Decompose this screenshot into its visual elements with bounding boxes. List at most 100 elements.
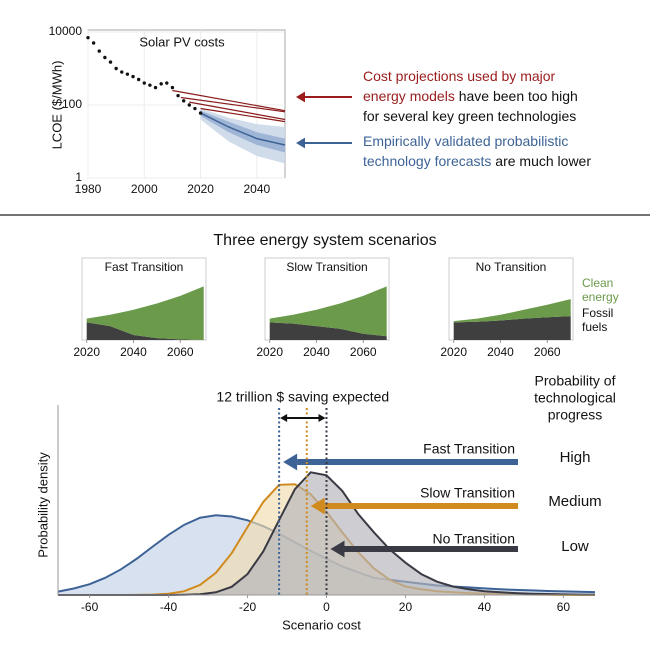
y-axis-label: LCOE ($/MWh) [49,61,64,150]
y-axis-label: Probability density [35,452,50,558]
history-point [193,106,197,111]
arrow-head [330,540,345,558]
x-tick-label: -20 [239,600,257,614]
x-tick-label: 0 [323,600,330,614]
history-point [136,77,141,82]
scenario-label: No Transition [433,531,515,547]
x-tick-label: 60 [557,600,571,614]
legend-entry: Clean energy [582,276,619,304]
annotation-segment: for several key green technologies [363,108,576,124]
history-point [187,103,192,107]
x-tick-label: 2000 [131,182,158,196]
panel-title: Fast Transition [105,260,184,274]
x-tick-label: 2020 [440,345,467,359]
history-point [131,74,135,79]
arrow-head [296,137,305,149]
x-tick-label: 2060 [534,345,561,359]
x-tick-label: 20 [399,600,413,614]
level-label: Medium [548,493,601,510]
level-title: Probability of [535,373,616,389]
level-label: High [560,449,591,466]
x-tick-label: 40 [478,600,492,614]
y-tick-label: 100 [62,97,82,111]
arrow-head [283,453,298,471]
annotation-line: Empirically validated probabilistic [363,133,568,149]
annotation-segment: Empirically validated probabilistic [363,133,568,149]
density-fill [58,472,595,595]
saving-label: 12 trillion $ saving expected [216,389,389,405]
history-point [142,81,146,85]
area [269,322,387,340]
x-tick-label: 2020 [256,345,283,359]
history-point [181,99,186,103]
annotation-segment: have been too high [455,88,578,104]
x-tick-label: 2060 [167,345,194,359]
saving-head [318,414,326,422]
panel-title: Slow Transition [286,260,367,274]
y-tick-label: 1 [75,170,82,184]
x-tick-label: -60 [81,600,99,614]
y-tick-label: 10000 [49,24,83,38]
history-point [148,83,152,87]
annotation-segment: energy models [363,88,455,104]
annotation-segment: technology forecasts [363,153,491,169]
history-point [108,60,113,64]
history-point [153,85,158,90]
level-title: progress [548,407,602,423]
history-point [120,70,124,74]
scenario-label: Fast Transition [423,441,515,457]
x-tick-label: 2040 [303,345,330,359]
projection-line [172,89,286,112]
annotation-line: Cost projections used by major [363,68,556,84]
x-tick-label: 2020 [73,345,100,359]
history-point [165,81,169,85]
annotation-line: energy models have been too high [363,88,578,104]
history-point [103,55,107,60]
area [86,322,204,340]
projection-line [189,101,286,121]
scenario-label: Slow Transition [420,485,515,501]
annotation-segment: are much lower [491,153,591,169]
history-point [125,72,130,76]
area [453,316,571,340]
annotation-line: technology forecasts are much lower [363,153,591,169]
history-point [170,85,175,90]
x-axis-label: Scenario cost [282,617,361,632]
arrow-head [296,91,305,103]
history-point [159,82,163,86]
x-tick-label: 2060 [350,345,377,359]
plot-frame [87,29,286,179]
saving-head [280,414,288,422]
annotation-segment: Cost projections used by major [363,68,556,84]
forecast-band [200,110,285,153]
chart-title: Solar PV costs [139,34,225,49]
annotation-line: for several key green technologies [363,108,576,124]
level-title: technological [534,390,616,406]
history-point [91,41,96,45]
x-tick-label: 2040 [120,345,147,359]
legend-entry: Fossil fuels [582,306,614,334]
history-point [176,93,180,98]
history-point [198,111,203,115]
forecast-median [200,112,286,146]
density-fill [58,515,595,595]
history-point [86,35,90,40]
x-tick-label: 2040 [244,182,271,196]
projection-line [200,107,286,123]
level-label: Low [561,538,589,555]
x-tick-label: 1980 [75,182,102,196]
scenarios-title: Three energy system scenarios [213,232,436,249]
x-tick-label: -40 [160,600,178,614]
panel-title: No Transition [476,260,547,274]
area [269,286,387,337]
history-point [97,49,101,53]
x-tick-label: 2040 [487,345,514,359]
x-tick-label: 2020 [187,182,214,196]
projection-line [180,96,286,113]
area [453,299,571,323]
history-point [114,66,118,71]
arrow-head [310,497,325,515]
area [86,286,204,340]
